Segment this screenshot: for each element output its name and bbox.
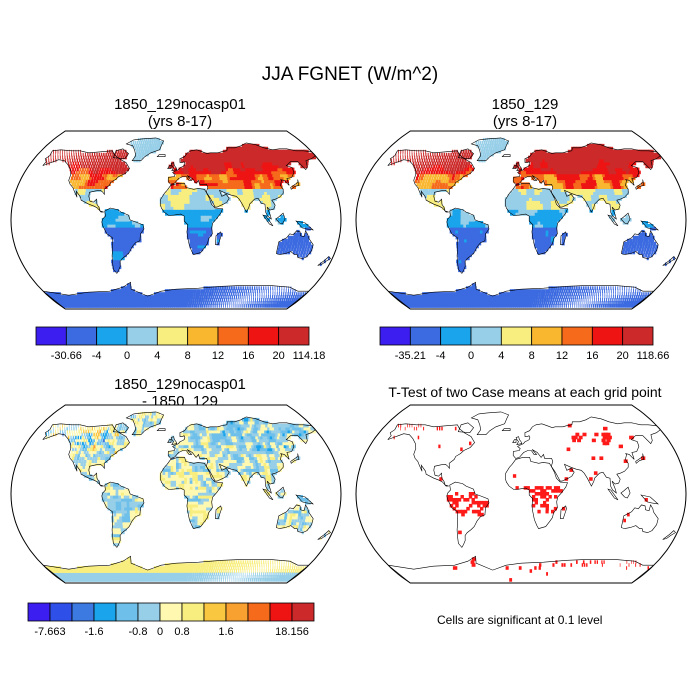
- colorbar-tick-label: -7.663: [34, 626, 65, 638]
- colorbar-tick-label: 118.66: [637, 350, 670, 362]
- significance-note: Cells are significant at 0.1 level: [437, 613, 603, 627]
- map-outline: [355, 404, 687, 584]
- panel2-title-line2: (yrs 8-17): [492, 113, 558, 130]
- panel1-title-line2: (yrs 8-17): [147, 113, 213, 130]
- colorbar-swatch: [622, 326, 654, 346]
- colorbar-tick-label: 114.18: [293, 350, 326, 362]
- coastlines: [387, 137, 676, 309]
- coastlines: [42, 411, 331, 583]
- colorbar-swatch: [291, 602, 315, 622]
- colorbar-tick-label: 12: [212, 350, 224, 362]
- colorbar-tick-label: 4: [498, 350, 504, 362]
- colorbar-tick-label: -35.21: [395, 350, 426, 362]
- panel3-title-line1: 1850_129nocasp01: [114, 376, 246, 393]
- colorbar-swatch: [591, 326, 624, 346]
- panel1-title-line1: 1850_129nocasp01: [114, 96, 246, 113]
- colorbar-swatch: [65, 326, 98, 346]
- panel4-title-line1: T-Test of two Case means at each grid po…: [388, 384, 662, 400]
- coastlines: [387, 411, 676, 583]
- colorbar-swatch: [49, 602, 73, 622]
- colorbar-swatch: [217, 326, 249, 346]
- colorbar-tick-label: 16: [242, 350, 254, 362]
- colorbar-tick-label: 4: [154, 350, 160, 362]
- colorbar-tick-label: 8: [185, 350, 191, 362]
- coastlines: [42, 137, 331, 309]
- colorbar-swatch: [470, 326, 502, 346]
- colorbar-tick-label: 0: [157, 626, 163, 638]
- colorbar-tick-label: 0: [468, 350, 474, 362]
- colorbar-swatch: [126, 326, 158, 346]
- map-panel-difference: [10, 404, 342, 584]
- colorbar-swatch: [278, 326, 310, 346]
- panel1-title: 1850_129nocasp01 (yrs 8-17): [20, 96, 340, 130]
- colorbar-swatch: [96, 326, 128, 346]
- colorbar-tick-label: 0: [124, 350, 130, 362]
- colorbar-swatch: [409, 326, 442, 346]
- colorbar-swatch: [27, 602, 51, 622]
- colorbar-swatch: [269, 602, 293, 622]
- figure-title: JJA FGNET (W/m^2): [261, 64, 439, 85]
- colorbar-swatch: [379, 326, 411, 346]
- colorbar-swatch: [159, 602, 183, 622]
- colorbar-swatch: [181, 602, 205, 622]
- colorbar-swatch: [500, 326, 533, 346]
- colorbar-tick-label: 16: [586, 350, 598, 362]
- colorbar-swatch: [531, 326, 563, 346]
- map-data-cells: [44, 411, 330, 582]
- panel2-title: 1850_129 (yrs 8-17): [365, 96, 685, 130]
- colorbar-tick-label: 20: [617, 350, 629, 362]
- map-panel-case2: [355, 130, 687, 310]
- panel2-title-line1: 1850_129: [491, 96, 559, 113]
- colorbar-swatch: [247, 602, 271, 622]
- map-panel-case1: [10, 130, 342, 310]
- colorbar-tick-label: 1.6: [218, 626, 233, 638]
- colorbar-tick-label: 8: [529, 350, 535, 362]
- colorbar-tick-label: -4: [436, 350, 446, 362]
- colorbar-tick-label: 12: [556, 350, 568, 362]
- map-data-cells: [389, 137, 675, 308]
- colorbar-swatch: [203, 602, 227, 622]
- colorbar-swatch: [225, 602, 249, 622]
- colorbar-tick-label: 18.156: [275, 626, 309, 638]
- map-panel-ttest: [355, 404, 687, 584]
- colorbar-tick-label: 0.8: [174, 626, 189, 638]
- map-outline: [10, 130, 342, 310]
- colorbar-case1: -30.66 -4 0 4 8 12 16 20 114.18: [35, 326, 326, 362]
- colorbar-swatch: [187, 326, 219, 346]
- colorbar-swatch: [561, 326, 593, 346]
- colorbar-swatch: [247, 326, 280, 346]
- map-background: [356, 405, 686, 583]
- colorbar-tick-label: 20: [273, 350, 285, 362]
- colorbar-tick-label: -0.8: [129, 626, 148, 638]
- map-data-cells: [44, 137, 330, 308]
- colorbar-swatch: [156, 326, 189, 346]
- colorbar-case2: -35.21 -4 0 4 8 12 16 20 118.66: [379, 326, 670, 362]
- colorbar-swatch: [93, 602, 117, 622]
- colorbar-swatch: [35, 326, 67, 346]
- colorbar-tick-label: -1.6: [85, 626, 104, 638]
- map-outline: [10, 404, 342, 584]
- map-data-cells: [393, 423, 649, 582]
- colorbar-swatch: [137, 602, 161, 622]
- panel4-title: T-Test of two Case means at each grid po…: [350, 384, 700, 401]
- colorbar-tick-label: -4: [92, 350, 102, 362]
- colorbar-tick-label: -30.66: [51, 350, 82, 362]
- colorbar-swatch: [115, 602, 139, 622]
- colorbar-swatch: [71, 602, 95, 622]
- map-outline: [355, 130, 687, 310]
- colorbar-swatch: [440, 326, 472, 346]
- colorbar-difference: -7.663 -1.6 -0.8 0 0.8 1.6 18.156: [27, 602, 315, 638]
